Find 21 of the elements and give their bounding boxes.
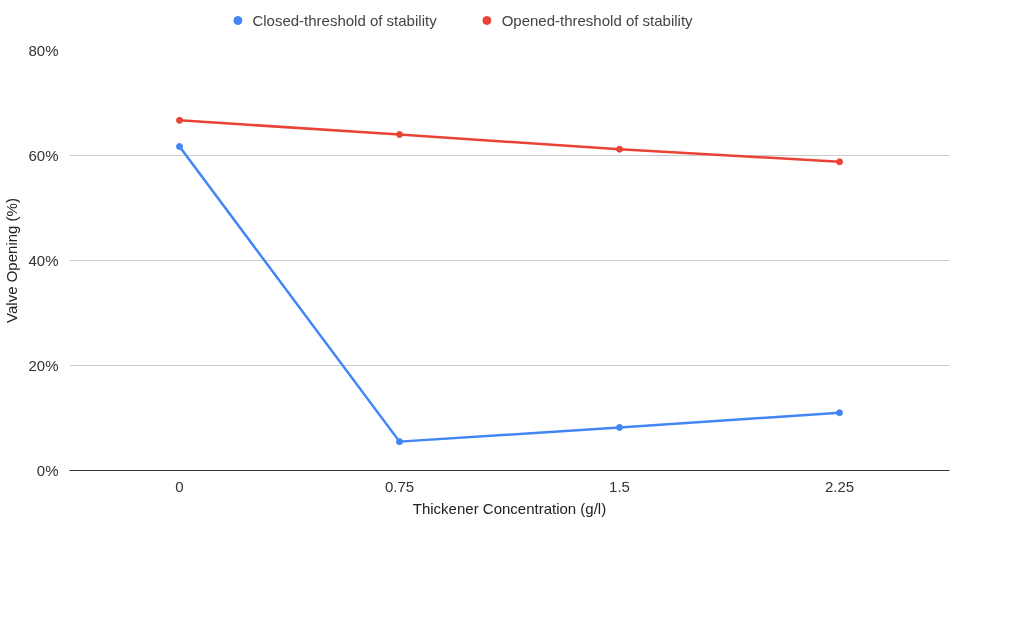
y-tick-label: 20% bbox=[28, 357, 59, 374]
point bbox=[836, 409, 843, 417]
y-tick-label: 0% bbox=[36, 462, 59, 479]
point bbox=[616, 423, 623, 431]
point bbox=[396, 438, 403, 446]
x-tick-label: 0.75 bbox=[384, 477, 415, 495]
x-tick-label: 1.5 bbox=[609, 477, 630, 495]
point bbox=[836, 158, 843, 166]
legend-label: Opened-threshold of stability bbox=[501, 11, 693, 29]
x-axis-title: Thickener Concentration (g/l) bbox=[412, 499, 607, 517]
y-tick-label: 40% bbox=[28, 252, 59, 269]
point bbox=[396, 131, 403, 138]
legend-label: Closed-threshold of stability bbox=[252, 11, 437, 29]
point bbox=[176, 143, 183, 151]
y-tick-label: 80% bbox=[28, 42, 59, 59]
y-tick-label: 60% bbox=[28, 147, 59, 164]
x-tick-label: 0 bbox=[175, 477, 184, 495]
point bbox=[176, 116, 183, 124]
y-axis-title: Valve Opening (%) bbox=[3, 198, 21, 323]
x-tick-label: 2.25 bbox=[824, 477, 855, 495]
point bbox=[616, 145, 623, 153]
